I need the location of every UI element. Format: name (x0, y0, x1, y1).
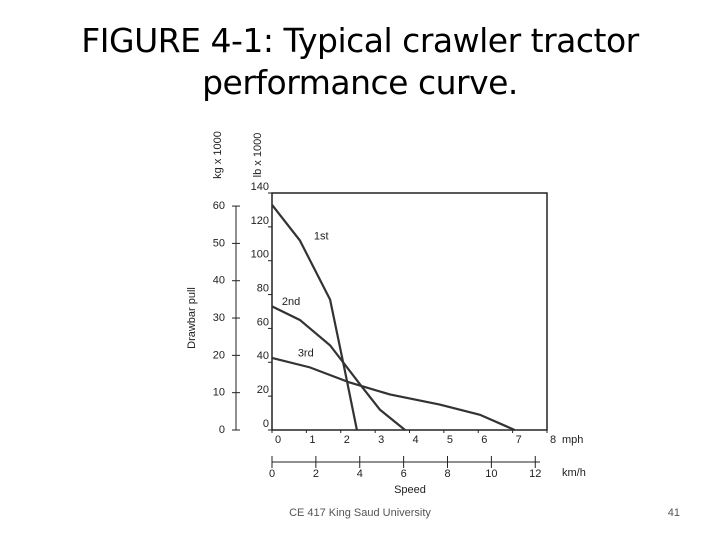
x2-unit: km/h (562, 467, 586, 479)
y2-tick-label: 40 (213, 275, 225, 287)
y-tick-label: 0 (263, 418, 269, 430)
y-tick-label: 140 (251, 181, 269, 193)
y-tick-label: 40 (257, 350, 269, 362)
x-tick-label: 7 (516, 434, 522, 446)
x2-tick-label: 2 (313, 468, 319, 480)
y2-tick-label: 30 (213, 312, 225, 324)
y-unit: lb x 1000 (252, 133, 264, 178)
y2-tick-label: 20 (213, 349, 225, 361)
footer: CE 417 King Saud University (289, 507, 431, 519)
x2-tick-label: 10 (485, 468, 497, 480)
x-tick-label: 3 (378, 434, 384, 446)
y2-tick-label: 10 (213, 387, 225, 399)
slide-title: FIGURE 4-1: Typical crawler tractor perf… (81, 21, 639, 102)
curve-label: 2nd (282, 296, 300, 308)
y2-unit: kg x 1000 (212, 131, 224, 179)
y2-tick-label: 60 (213, 200, 225, 212)
curve (271, 356, 516, 432)
x2-tick-label: 12 (529, 468, 541, 480)
y2-tick-label: 50 (213, 237, 225, 249)
x-tick-label: 4 (412, 434, 418, 446)
x-tick-label: 8 (550, 434, 556, 446)
x-tick-label: 6 (481, 434, 487, 446)
x-tick-label: 0 (275, 434, 281, 446)
x-axis-label: Speed (394, 484, 426, 496)
plot-frame (271, 192, 548, 431)
curve-label: 1st (314, 230, 329, 242)
x2-tick-label: 0 (269, 468, 275, 480)
curve-label: 3rd (298, 347, 314, 359)
y-tick-label: 80 (257, 282, 269, 294)
y-tick-label: 20 (257, 384, 269, 396)
x-tick-label: 2 (344, 434, 350, 446)
y2-tick-label: 0 (219, 424, 225, 436)
page-number: 41 (667, 507, 680, 519)
y-axis-label: Drawbar pull (186, 287, 198, 349)
x2-tick-label: 6 (401, 468, 407, 480)
x-unit: mph (562, 434, 583, 446)
curve (271, 305, 406, 431)
y-tick-label: 60 (257, 316, 269, 328)
x2-tick-label: 4 (357, 468, 363, 480)
y-tick-label: 120 (251, 215, 269, 227)
y-tick-label: 100 (251, 249, 269, 261)
curve (271, 204, 358, 431)
x2-tick-label: 8 (444, 468, 450, 480)
x-tick-label: 5 (447, 434, 453, 446)
x-tick-label: 1 (309, 434, 315, 446)
